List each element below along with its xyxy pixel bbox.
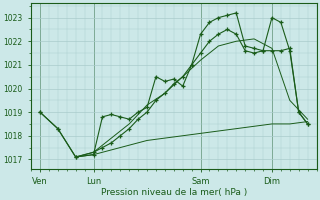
X-axis label: Pression niveau de la mer( hPa ): Pression niveau de la mer( hPa ): [101, 188, 247, 197]
